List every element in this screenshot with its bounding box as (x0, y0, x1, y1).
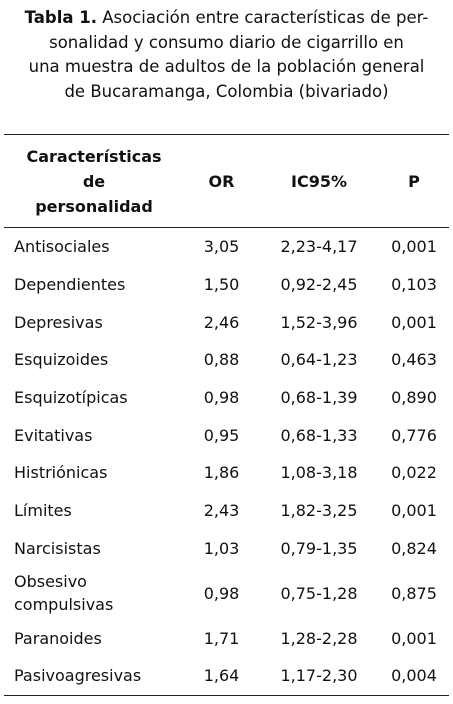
cell-trait: Depresivas (4, 303, 184, 341)
caption-line: una muestra de adultos de la población g… (28, 57, 425, 76)
cell-or: 2,43 (203, 501, 240, 521)
cell-trait: Paranoides (4, 619, 184, 657)
cell-ci: 0,75-1,28 (280, 583, 358, 603)
caption-line: Tabla 1. Asociación entre característica… (4, 6, 449, 31)
table-row: Depresivas 2,46 1,52-3,96 0,001 (4, 303, 449, 341)
table-row: Antisociales 3,05 2,23-4,17 0,001 (4, 228, 449, 266)
cell-ci: 1,17-2,30 (280, 666, 358, 686)
cell-trait-line: Dependientes (14, 275, 126, 295)
cell-p: 0,001 (391, 312, 437, 332)
cell-ci: 0,68-1,39 (280, 388, 358, 408)
header-trait: Características de personalidad (4, 134, 184, 228)
cell-trait: Obsesivo compulsivas (4, 567, 184, 619)
cell-or: 2,46 (203, 312, 240, 332)
table-row: Evitativas 0,95 0,68-1,33 0,776 (4, 416, 449, 454)
cell-trait-line: Límites (14, 501, 72, 521)
cell-trait: Histriónicas (4, 454, 184, 492)
cell-trait-line: Antisociales (14, 237, 110, 257)
cell-p: 0,022 (391, 463, 437, 483)
cell-trait-line: Narcisistas (14, 538, 101, 558)
cell-ci: 1,08-3,18 (280, 463, 358, 483)
cell-p: 0,001 (391, 501, 437, 521)
cell-p: 0,824 (391, 538, 437, 558)
cell-trait-line: Evitativas (14, 425, 93, 445)
caption-label: Tabla 1. (24, 8, 97, 27)
cell-ci: 0,79-1,35 (280, 538, 358, 558)
cell-trait-line: Histriónicas (14, 463, 108, 483)
cell-trait-line: compulsivas (14, 595, 114, 615)
cell-or: 1,03 (203, 538, 240, 558)
cell-trait: Antisociales (4, 228, 184, 266)
table-row: Obsesivo compulsivas 0,98 0,75-1,28 0,875 (4, 567, 449, 619)
cell-p: 0,890 (391, 388, 437, 408)
cell-p: 0,001 (391, 628, 437, 648)
cell-trait: Esquizoides (4, 341, 184, 379)
header-p: P (379, 134, 449, 228)
cell-trait: Evitativas (4, 416, 184, 454)
cell-p: 0,776 (391, 425, 437, 445)
table-row: Pasivoagresivas 1,64 1,17-2,30 0,004 (4, 657, 449, 695)
table-row: Límites 2,43 1,82-3,25 0,001 (4, 492, 449, 530)
cell-p: 0,103 (391, 275, 437, 295)
header-trait-line: personalidad (35, 196, 153, 216)
cell-trait: Dependientes (4, 266, 184, 304)
cell-or: 0,88 (203, 350, 240, 370)
cell-p: 0,001 (391, 237, 437, 257)
cell-trait-line: Obsesivo (14, 572, 87, 592)
cell-ci: 1,28-2,28 (280, 628, 358, 648)
table-body: Antisociales 3,05 2,23-4,17 0,001 Dependient… (4, 228, 449, 696)
cell-ci: 1,52-3,96 (280, 312, 358, 332)
cell-p: 0,463 (391, 350, 437, 370)
header-ci: IC95% (259, 134, 379, 228)
cell-trait-line: Paranoides (14, 628, 102, 648)
caption-line: sonalidad y consumo diario de cigarrillo… (49, 32, 404, 52)
table-row: Narcisistas 1,03 0,79-1,35 0,824 (4, 530, 449, 568)
table-row: Dependientes 1,50 0,92-2,45 0,103 (4, 266, 449, 304)
cell-trait: Narcisistas (4, 530, 184, 568)
cell-or: 1,86 (203, 463, 240, 483)
cell-ci: 2,23-4,17 (280, 237, 358, 257)
cell-or: 0,98 (203, 388, 240, 408)
cell-or: 3,05 (203, 237, 240, 257)
cell-or: 1,71 (203, 628, 240, 648)
cell-or: 0,98 (203, 583, 240, 603)
table-row: Esquizotípicas 0,98 0,68-1,39 0,890 (4, 379, 449, 417)
cell-trait-line: Depresivas (14, 312, 103, 332)
table-row: Esquizoides 0,88 0,64-1,23 0,463 (4, 341, 449, 379)
table-row: Paranoides 1,71 1,28-2,28 0,001 (4, 619, 449, 657)
cell-trait-line: Esquizoides (14, 350, 109, 370)
cell-trait-line: Pasivoagresivas (14, 666, 142, 686)
cell-ci: 0,92-2,45 (280, 275, 358, 295)
cell-or: 0,95 (203, 425, 240, 445)
cell-p: 0,875 (391, 583, 437, 603)
header-trait-line: Características (26, 146, 162, 166)
header-or: OR (184, 134, 259, 228)
header-trait-line: de (82, 171, 106, 191)
cell-trait-line: Esquizotípicas (14, 388, 128, 408)
cell-ci: 0,68-1,33 (280, 425, 358, 445)
cell-ci: 1,82-3,25 (280, 501, 358, 521)
header-row: Características de personalidad OR IC95%… (4, 134, 449, 228)
cell-trait: Pasivoagresivas (4, 657, 184, 695)
caption-line: de Bucaramanga, Colombia (bivariado) (64, 81, 389, 101)
personality-table: Características de personalidad OR IC95%… (4, 134, 449, 696)
table-row: Histriónicas 1,86 1,08-3,18 0,022 (4, 454, 449, 492)
cell-trait: Límites (4, 492, 184, 530)
caption-text: Asociación entre características de per- (97, 8, 429, 27)
cell-or: 1,64 (203, 666, 240, 686)
cell-trait: Esquizotípicas (4, 379, 184, 417)
cell-or: 1,50 (203, 275, 240, 295)
table-caption: Tabla 1. Asociación entre característica… (4, 6, 449, 104)
cell-p: 0,004 (391, 666, 437, 686)
cell-ci: 0,64-1,23 (280, 350, 358, 370)
